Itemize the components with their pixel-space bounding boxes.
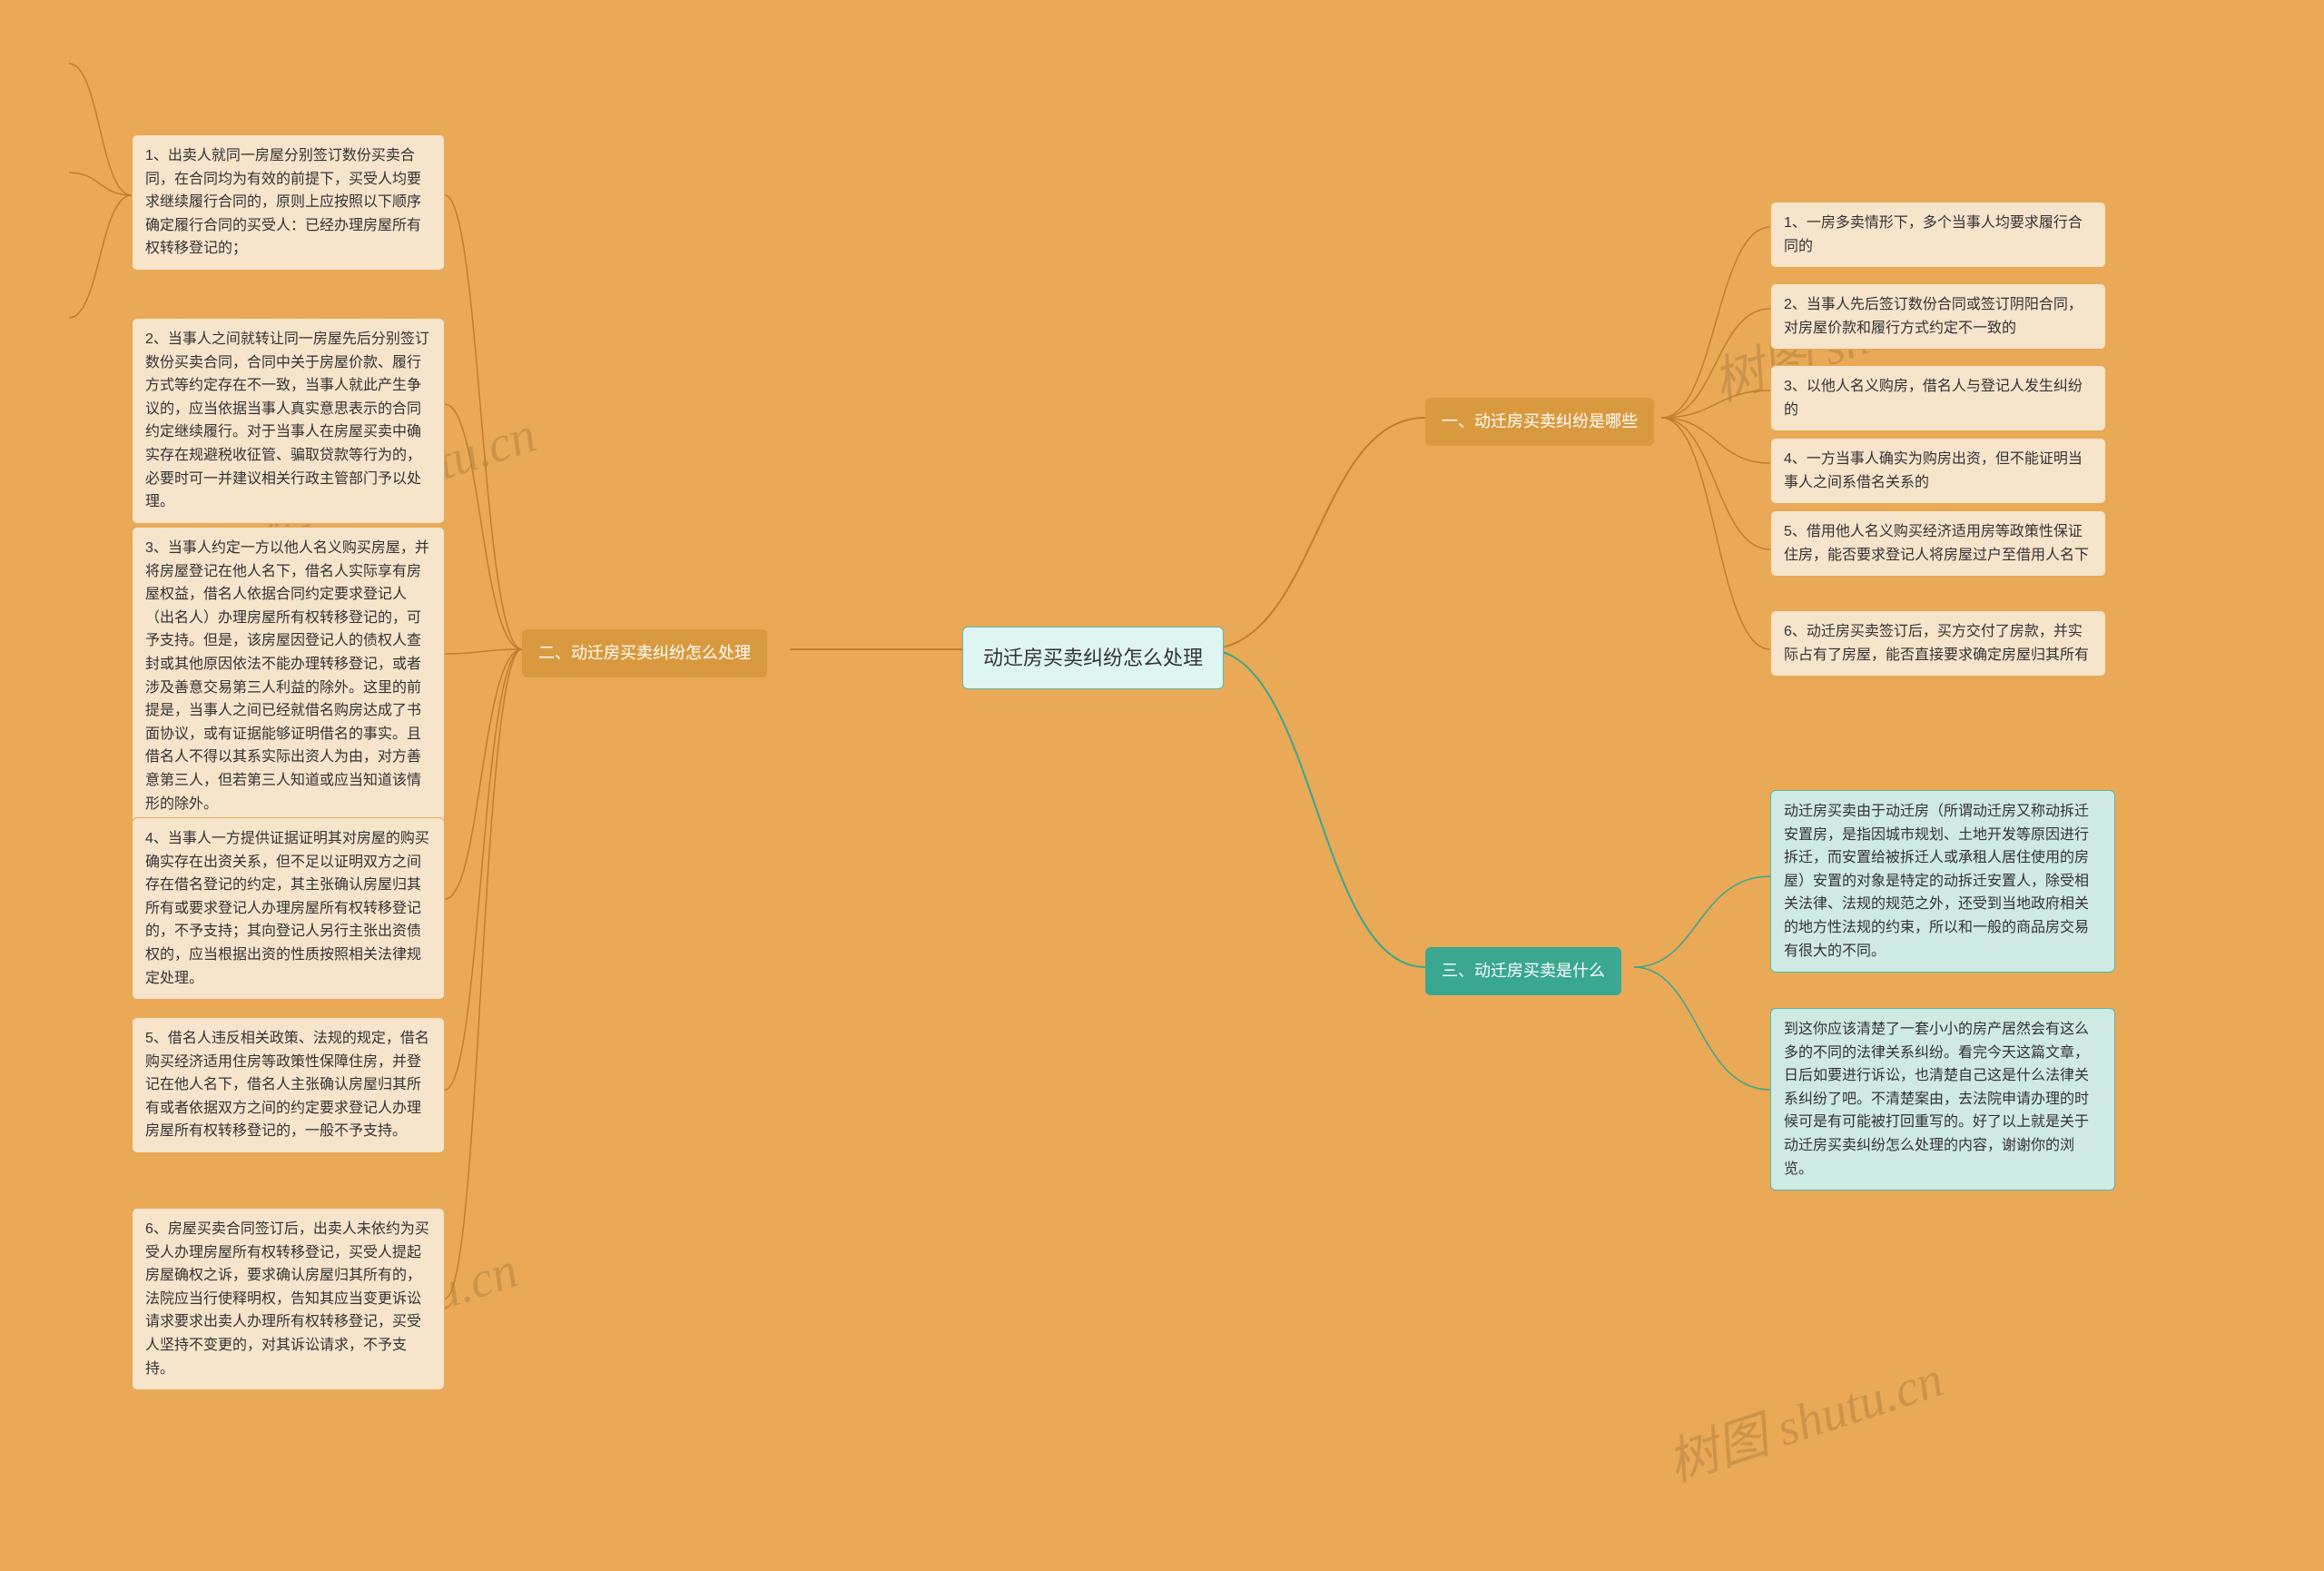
watermark: 树图 shutu.cn xyxy=(1657,1338,1951,1496)
branch2-leaf-1: 1、出卖人就同一房屋分别签订数份买卖合同，在合同均为有效的前提下，买受人均要求继… xyxy=(132,134,445,271)
branch1-leaf-1: 1、一房多卖情形下，多个当事人均要求履行合同的 xyxy=(1770,202,2106,268)
branch2-leaf-3: 3、当事人约定一方以他人名义购买房屋，并将房屋登记在他人名下，借名人实际享有房屋… xyxy=(132,527,445,825)
branch-1: 一、动迁房买卖纠纷是哪些 xyxy=(1425,398,1654,446)
branch1-leaf-5: 5、借用他人名义购买经济适用房等政策性保证住房，能否要求登记人将房屋过户至借用人… xyxy=(1770,510,2106,577)
branch2-leaf-6: 6、房屋买卖合同签订后，出卖人未依约为买受人办理房屋所有权转移登记，买受人提起房… xyxy=(132,1208,445,1390)
branch1-leaf-4: 4、一方当事人确实为购房出资，但不能证明当事人之间系借名关系的 xyxy=(1770,438,2106,504)
branch1-leaf-6: 6、动迁房买卖签订后，买方交付了房款，并实际占有了房屋，能否直接要求确定房屋归其… xyxy=(1770,610,2106,677)
branch-2: 二、动迁房买卖纠纷怎么处理 xyxy=(522,629,767,677)
branch3-leaf-2: 到这你应该清楚了一套小小的房产居然会有这么多的不同的法律关系纠纷。看完今天这篇文… xyxy=(1770,1008,2115,1191)
center-node: 动迁房买卖纠纷怎么处理 xyxy=(962,627,1224,689)
branch1-leaf-2: 2、当事人先后签订数份合同或签订阴阳合同，对房屋价款和履行方式约定不一致的 xyxy=(1770,283,2106,350)
branch2-leaf-2: 2、当事人之间就转让同一房屋先后分别签订数份买卖合同，合同中关于房屋价款、履行方… xyxy=(132,318,445,524)
branch-3: 三、动迁房买卖是什么 xyxy=(1425,947,1621,995)
branch1-leaf-3: 3、以他人名义购房，借名人与登记人发生纠纷的 xyxy=(1770,365,2106,431)
branch2-leaf-5: 5、借名人违反相关政策、法规的规定，借名购买经济适用住房等政策性保障住房，并登记… xyxy=(132,1017,445,1153)
branch3-leaf-1: 动迁房买卖由于动迁房（所谓动迁房又称动拆迁安置房，是指因城市规划、土地开发等原因… xyxy=(1770,790,2115,973)
branch2-leaf-4: 4、当事人一方提供证据证明其对房屋的购买确实存在出资关系，但不足以证明双方之间存… xyxy=(132,817,445,1000)
